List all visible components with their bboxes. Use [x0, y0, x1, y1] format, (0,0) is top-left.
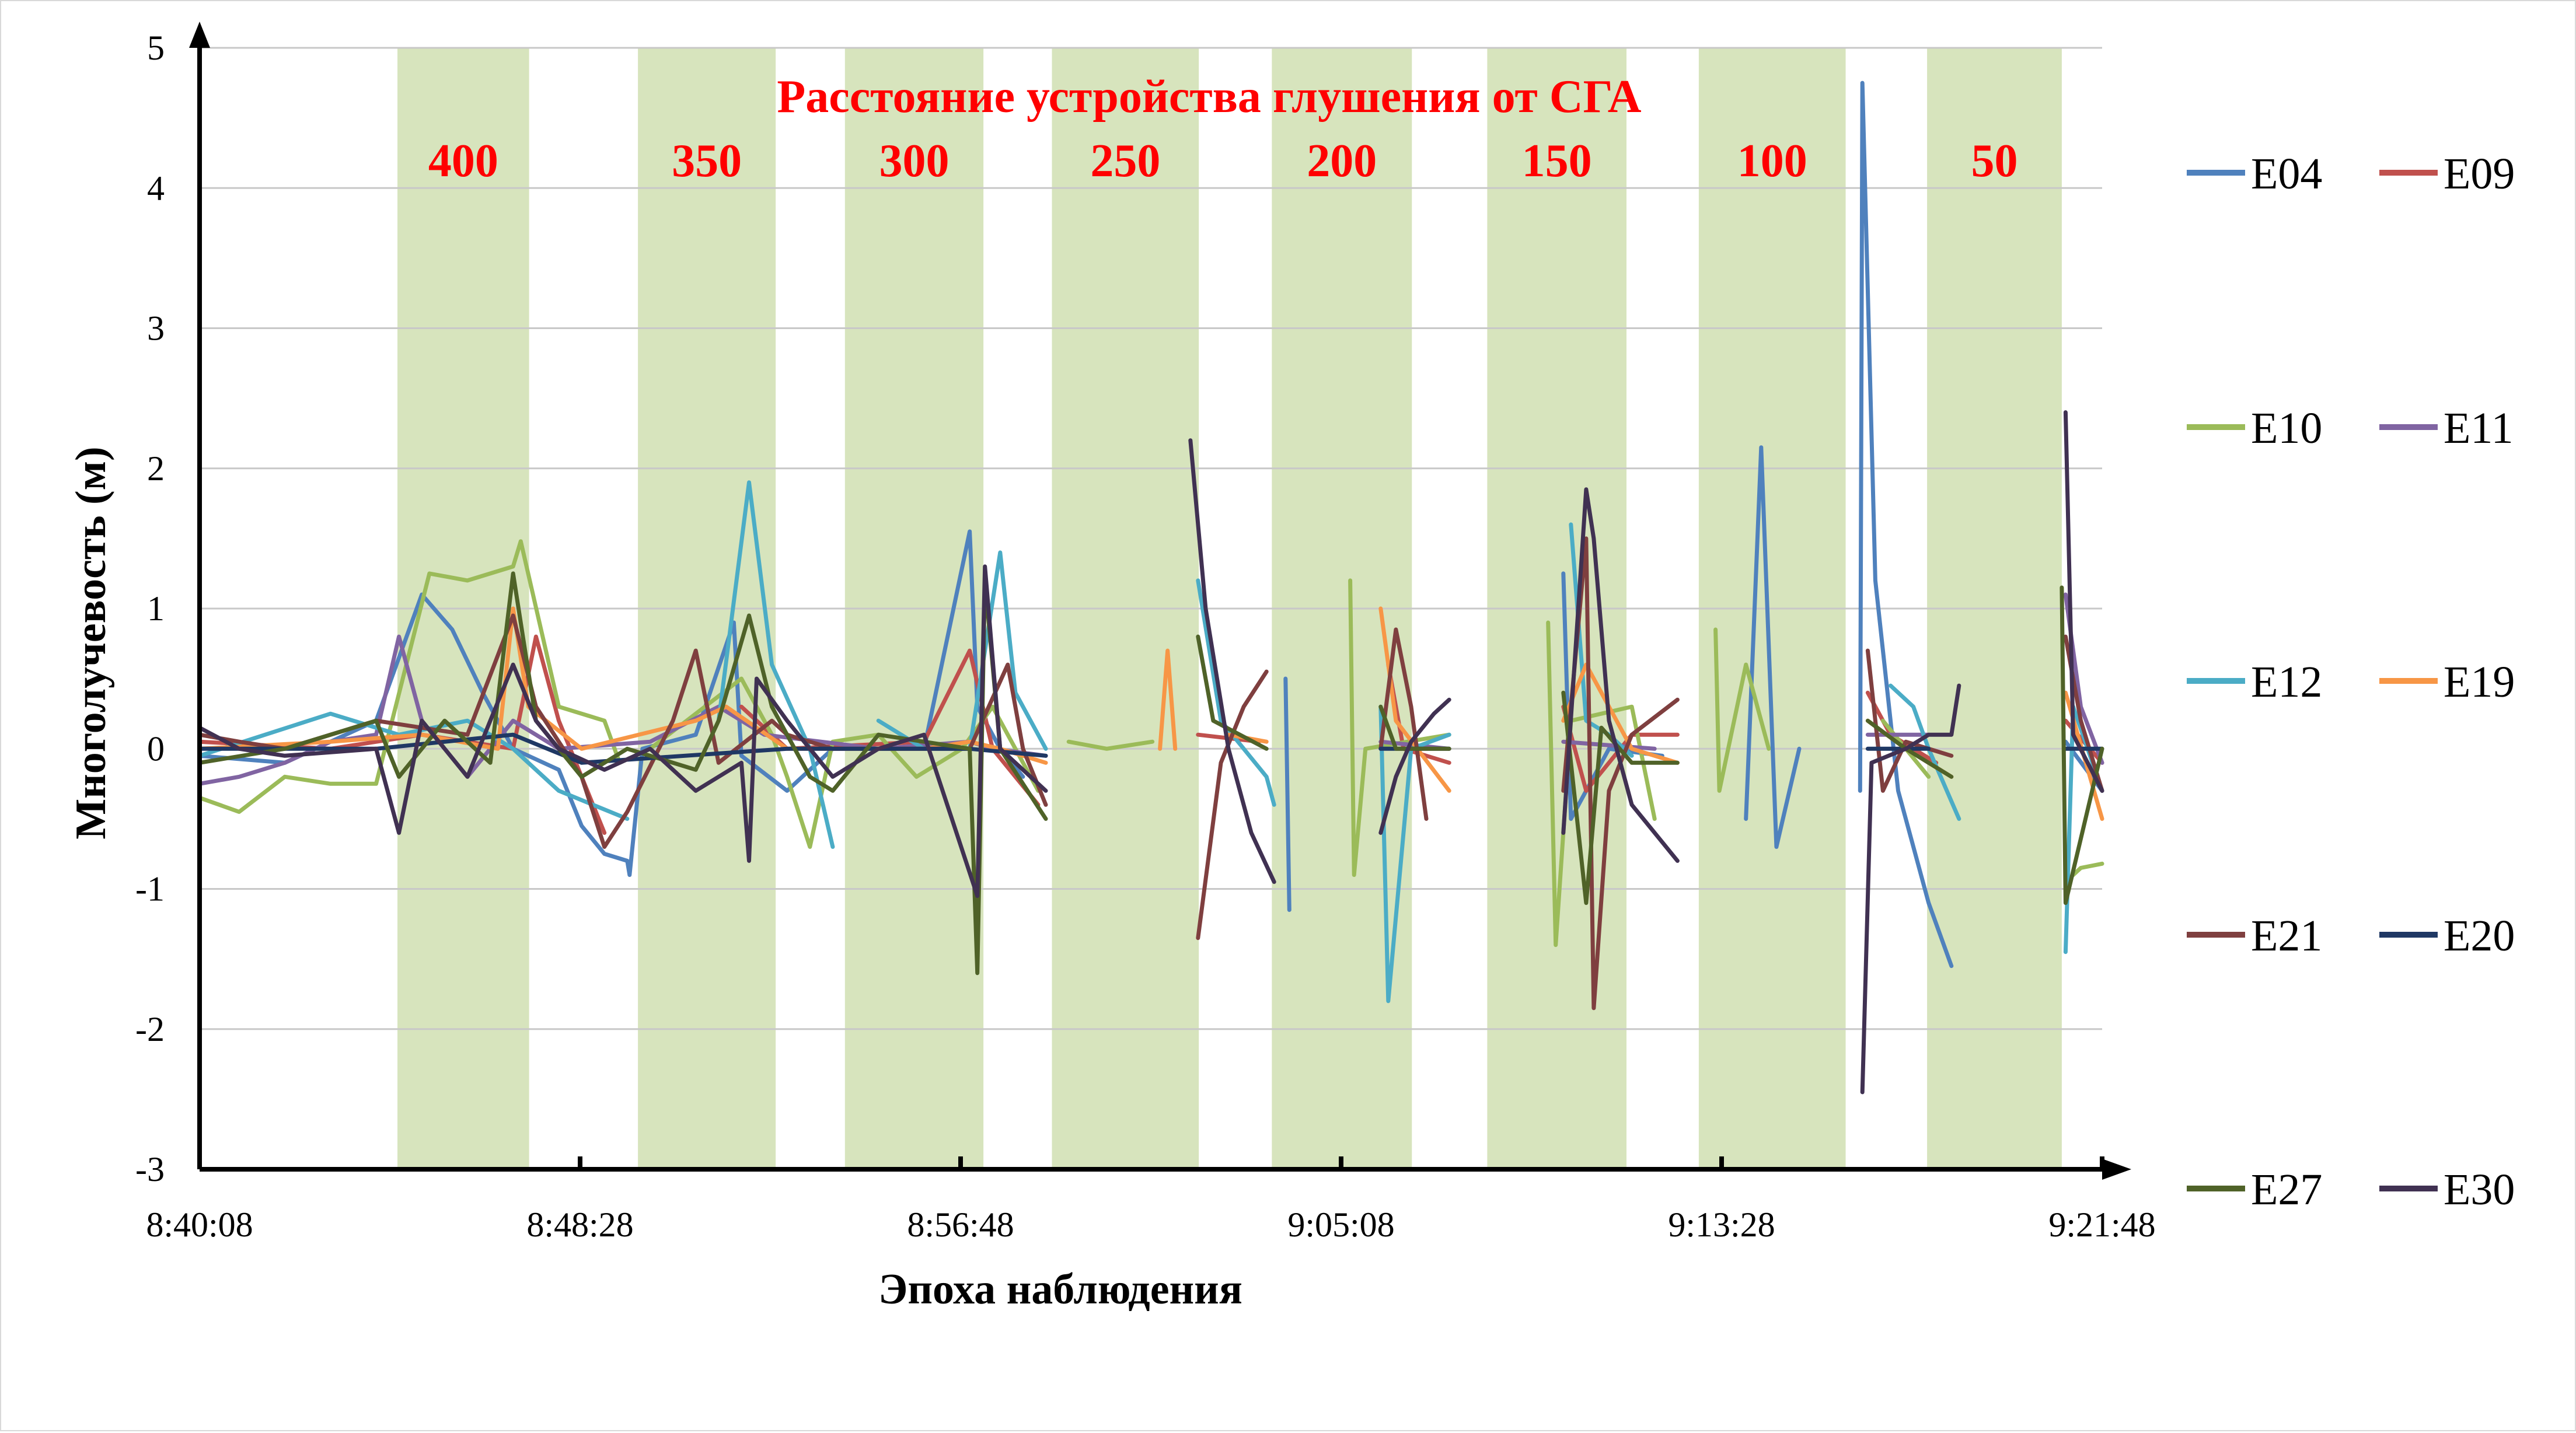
band-label-300: 300 [879, 135, 949, 187]
y-tick-label: 1 [147, 589, 165, 628]
legend-item-E21: E21 [2187, 911, 2322, 960]
legend-label: E20 [2444, 911, 2515, 960]
legend-label: E27 [2251, 1165, 2322, 1214]
y-tick-label: -3 [135, 1150, 165, 1189]
x-axis-arrow-icon [2102, 1159, 2131, 1180]
legend-item-E09: E09 [2379, 149, 2515, 198]
x-tick-label: 8:56:48 [907, 1205, 1014, 1244]
legend-item-E11: E11 [2379, 404, 2514, 453]
legend-item-E10: E10 [2187, 404, 2322, 453]
legend: E04 E09 E10 E11 E12 E19 E21 E20 E27 E30 [2187, 149, 2515, 1214]
axes [189, 22, 2131, 1180]
series-lines [197, 81, 2104, 1095]
y-tick-label: 5 [147, 29, 165, 67]
series-line-E30 [197, 410, 2104, 1095]
y-tick-label: 2 [147, 449, 165, 488]
band-label-200: 200 [1307, 135, 1377, 187]
band-label-50: 50 [1971, 135, 2017, 187]
series-line-E21 [197, 536, 2104, 1011]
legend-label: E21 [2251, 911, 2322, 960]
band-labels: 400 350 300 250 200 150 100 50 [428, 135, 2018, 187]
x-tick-label: 9:13:28 [1668, 1205, 1775, 1244]
band-label-400: 400 [428, 135, 498, 187]
legend-label: E12 [2251, 658, 2322, 707]
band-label-150: 150 [1522, 135, 1592, 187]
legend-item-E04: E04 [2187, 149, 2322, 198]
x-tick-label: 8:40:08 [146, 1205, 253, 1244]
y-tick-label: -2 [135, 1010, 165, 1048]
x-tick-label: 8:48:28 [526, 1205, 633, 1244]
y-tick-label: -1 [135, 870, 165, 908]
legend-label: E04 [2251, 149, 2322, 198]
y-tick-label: 0 [147, 729, 165, 768]
distance-annotation: Расстояние устройства глушения от СГА [777, 71, 1641, 123]
band-label-350: 350 [672, 135, 742, 187]
legend-item-E30: E30 [2379, 1165, 2515, 1214]
y-tick-label: 3 [147, 309, 165, 348]
legend-label: E19 [2444, 658, 2515, 707]
legend-item-E20: E20 [2379, 911, 2515, 960]
legend-label: E10 [2251, 404, 2322, 453]
x-axis-title: Эпоха наблюдения [878, 1266, 1242, 1313]
legend-item-E12: E12 [2187, 658, 2322, 707]
legend-item-E19: E19 [2379, 658, 2515, 707]
y-axis-arrow-icon [189, 22, 210, 48]
y-tick-labels: -3 -2 -1 0 1 2 3 4 5 [135, 29, 165, 1189]
band-label-100: 100 [1737, 135, 1807, 187]
legend-label: E09 [2444, 149, 2515, 198]
x-tick-label: 9:05:08 [1287, 1205, 1394, 1244]
y-axis-title: Многолучевость (м) [67, 446, 115, 839]
legend-label: E30 [2444, 1165, 2515, 1214]
x-tick-labels: 8:40:08 8:48:28 8:56:48 9:05:08 9:13:28 9:21:… [146, 1205, 2155, 1244]
legend-label: E11 [2444, 404, 2514, 453]
series-line-E27 [197, 571, 2104, 976]
x-tick-label: 9:21:48 [2048, 1205, 2155, 1244]
legend-item-E27: E27 [2187, 1165, 2322, 1214]
band-label-250: 250 [1090, 135, 1160, 187]
y-tick-label: 4 [147, 169, 165, 207]
